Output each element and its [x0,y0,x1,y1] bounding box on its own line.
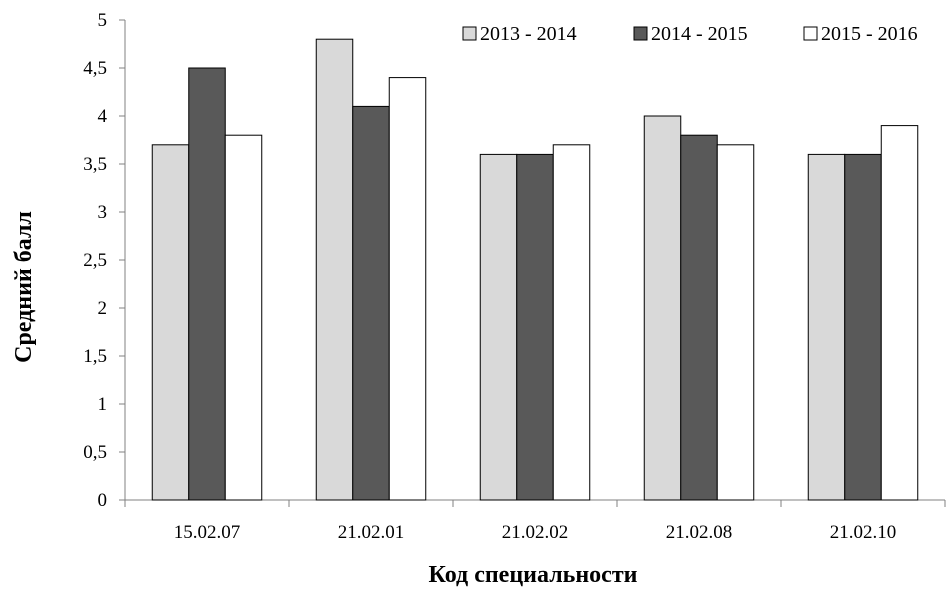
y-tick-label: 0,5 [83,442,107,463]
y-tick-label: 3,5 [83,154,107,175]
y-tick-label: 3 [98,202,108,223]
x-tick-label: 21.02.08 [666,522,733,543]
bar [151,144,190,501]
y-axis: 0 0,5 1 1,5 2 2,5 3 3,5 4 4,5 5 [83,10,126,511]
y-tick-label: 0 [98,490,108,511]
legend-label: 2014 - 2015 [651,23,748,45]
y-tick-label: 5 [98,10,108,31]
bar [188,67,226,501]
y-tick-label: 2,5 [83,250,107,271]
x-axis-title: Код специальности [429,562,638,588]
x-tick-label: 15.02.07 [174,522,241,543]
legend: 2013 - 2014 2014 - 2015 2015 - 2016 [462,23,918,45]
y-tick-label: 4,5 [83,58,107,79]
bars [151,38,919,501]
y-tick-label: 2 [98,298,108,319]
bar [479,153,518,501]
legend-swatch [633,26,648,41]
bar [807,153,846,501]
x-tick-label: 21.02.02 [502,522,569,543]
x-axis: 15.02.07 21.02.01 21.02.02 21.02.08 21.02.10 [124,499,946,543]
bar [880,125,919,501]
y-tick-label: 1,5 [83,346,107,367]
legend-swatch [803,26,818,41]
x-tick-label: 21.02.10 [830,522,897,543]
x-tick-label: 21.02.01 [338,522,405,543]
bar [315,38,354,501]
bar [224,134,263,501]
legend-label: 2015 - 2016 [821,23,918,45]
bar [552,144,591,501]
bar [352,105,390,501]
y-tick-label: 4 [98,106,108,127]
legend-swatch [462,26,477,41]
y-axis-title: Средний балл [11,211,37,363]
bar [516,153,554,501]
bar [680,134,718,501]
y-tick-label: 1 [98,394,108,415]
bar [388,77,427,501]
bar [844,153,882,501]
bar [643,115,682,501]
legend-label: 2013 - 2014 [480,23,577,45]
bar [716,144,755,501]
